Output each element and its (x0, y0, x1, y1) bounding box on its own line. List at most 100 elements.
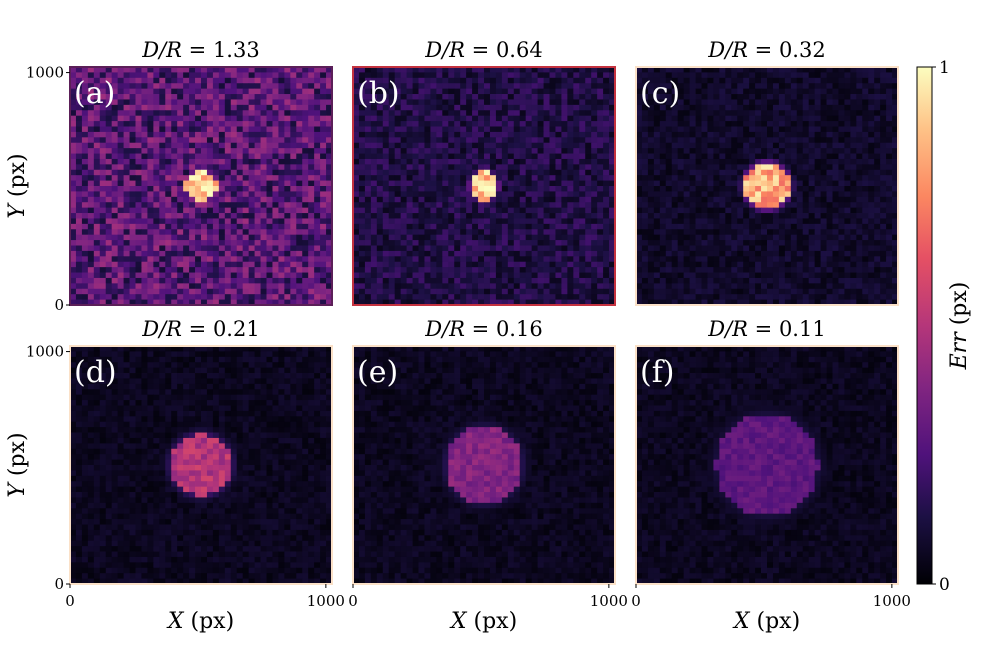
heatmap-cell (117, 104, 124, 111)
heatmap-cell (218, 202, 226, 209)
heatmap-cell (737, 142, 744, 149)
heatmap-cell (290, 223, 297, 230)
heatmap-cell (212, 250, 220, 257)
heatmap-cell (683, 164, 690, 171)
heatmap-cell (93, 267, 101, 273)
heatmap-cell (713, 121, 720, 127)
heatmap-cell (430, 175, 437, 181)
heatmap-cell (454, 223, 461, 230)
heatmap-cell (284, 294, 291, 300)
heatmap-cell (147, 180, 154, 187)
heatmap-cell (501, 229, 509, 236)
heatmap-cell (802, 121, 810, 127)
heatmap-cell (519, 267, 527, 273)
heatmap-cell (531, 272, 538, 279)
heatmap-cell (406, 180, 413, 187)
heatmap-cell (519, 261, 527, 268)
heatmap-cell (609, 67, 616, 73)
heatmap-cell (585, 256, 592, 263)
heatmap-cell (743, 67, 750, 73)
heatmap-cell (892, 186, 899, 192)
heatmap-cell (418, 180, 425, 187)
heatmap-cell (314, 175, 321, 181)
heatmap-cell (212, 283, 220, 290)
heatmap-cell (75, 223, 83, 230)
heatmap-cell (358, 191, 366, 198)
heatmap-cell (206, 180, 214, 187)
heatmap-cell (442, 94, 449, 100)
heatmap-cell (123, 256, 130, 263)
heatmap-cell (719, 126, 726, 133)
heatmap-cell (201, 196, 208, 203)
heatmap-cell (320, 277, 327, 284)
heatmap-cell (206, 196, 214, 203)
heatmap-cell (868, 164, 875, 171)
heatmap-cell (147, 148, 154, 154)
heatmap-cell (212, 245, 220, 252)
heatmap-cell (519, 196, 527, 203)
heatmap-cell (364, 288, 372, 295)
heatmap-cell (159, 175, 166, 181)
heatmap-cell (647, 94, 655, 100)
heatmap-cell (308, 218, 315, 225)
heatmap-cell (353, 148, 360, 154)
heatmap-cell (224, 94, 232, 100)
heatmap-cell (424, 142, 431, 149)
heatmap-cell (153, 142, 160, 149)
heatmap-cell (123, 94, 130, 100)
heatmap-cell (585, 218, 592, 225)
heatmap-cell (308, 137, 315, 144)
heatmap-cell (400, 191, 407, 198)
heatmap-cell (75, 207, 83, 214)
heatmap-cell (489, 131, 497, 138)
heatmap-cell (370, 126, 378, 133)
heatmap-cell (701, 142, 708, 149)
heatmap-cell (272, 169, 279, 176)
heatmap-cell (513, 153, 521, 160)
heatmap-cell (597, 131, 604, 138)
heatmap-cell (585, 126, 592, 133)
heatmap-cell (320, 158, 327, 165)
heatmap-cell (430, 294, 437, 300)
heatmap-cell (671, 137, 679, 144)
heatmap-cell (224, 294, 232, 300)
heatmap-cell (358, 180, 366, 187)
heatmap-cell (472, 180, 479, 187)
heatmap-cell (641, 110, 649, 117)
heatmap-cell (790, 104, 798, 111)
heatmap-cell (677, 164, 685, 171)
heatmap-cell (242, 88, 250, 95)
heatmap-cell (549, 67, 556, 73)
heatmap-cell (364, 88, 372, 95)
heatmap-cell (236, 283, 244, 290)
heatmap-cell (141, 256, 148, 263)
heatmap-cell (278, 277, 285, 284)
heatmap-cell (141, 126, 148, 133)
heatmap-cell (478, 294, 485, 300)
heatmap-cell (70, 180, 77, 187)
heatmap-cell (218, 169, 226, 176)
heatmap-cell (201, 250, 208, 257)
heatmap-cell (87, 277, 95, 284)
heatmap-cell (189, 180, 196, 187)
heatmap-cell (171, 94, 178, 100)
heatmap-cell (874, 169, 881, 176)
heatmap-cell (353, 67, 360, 73)
heatmap-cell (844, 131, 851, 138)
heatmap-cell (719, 94, 726, 100)
heatmap-cell (567, 196, 574, 203)
heatmap-cell (400, 245, 407, 252)
heatmap-cell (129, 256, 136, 263)
heatmap-cell (731, 148, 738, 154)
heatmap-cell (314, 256, 321, 263)
heatmap-cell (448, 142, 455, 149)
heatmap-cell (236, 186, 244, 192)
heatmap-cell (201, 83, 208, 90)
heatmap-cell (695, 180, 702, 187)
heatmap-cell (358, 267, 366, 273)
heatmap-cell (206, 121, 214, 127)
heatmap-cell (579, 158, 586, 165)
heatmap-cell (537, 218, 544, 225)
heatmap-cell (484, 256, 491, 263)
heatmap-cell (272, 202, 279, 209)
